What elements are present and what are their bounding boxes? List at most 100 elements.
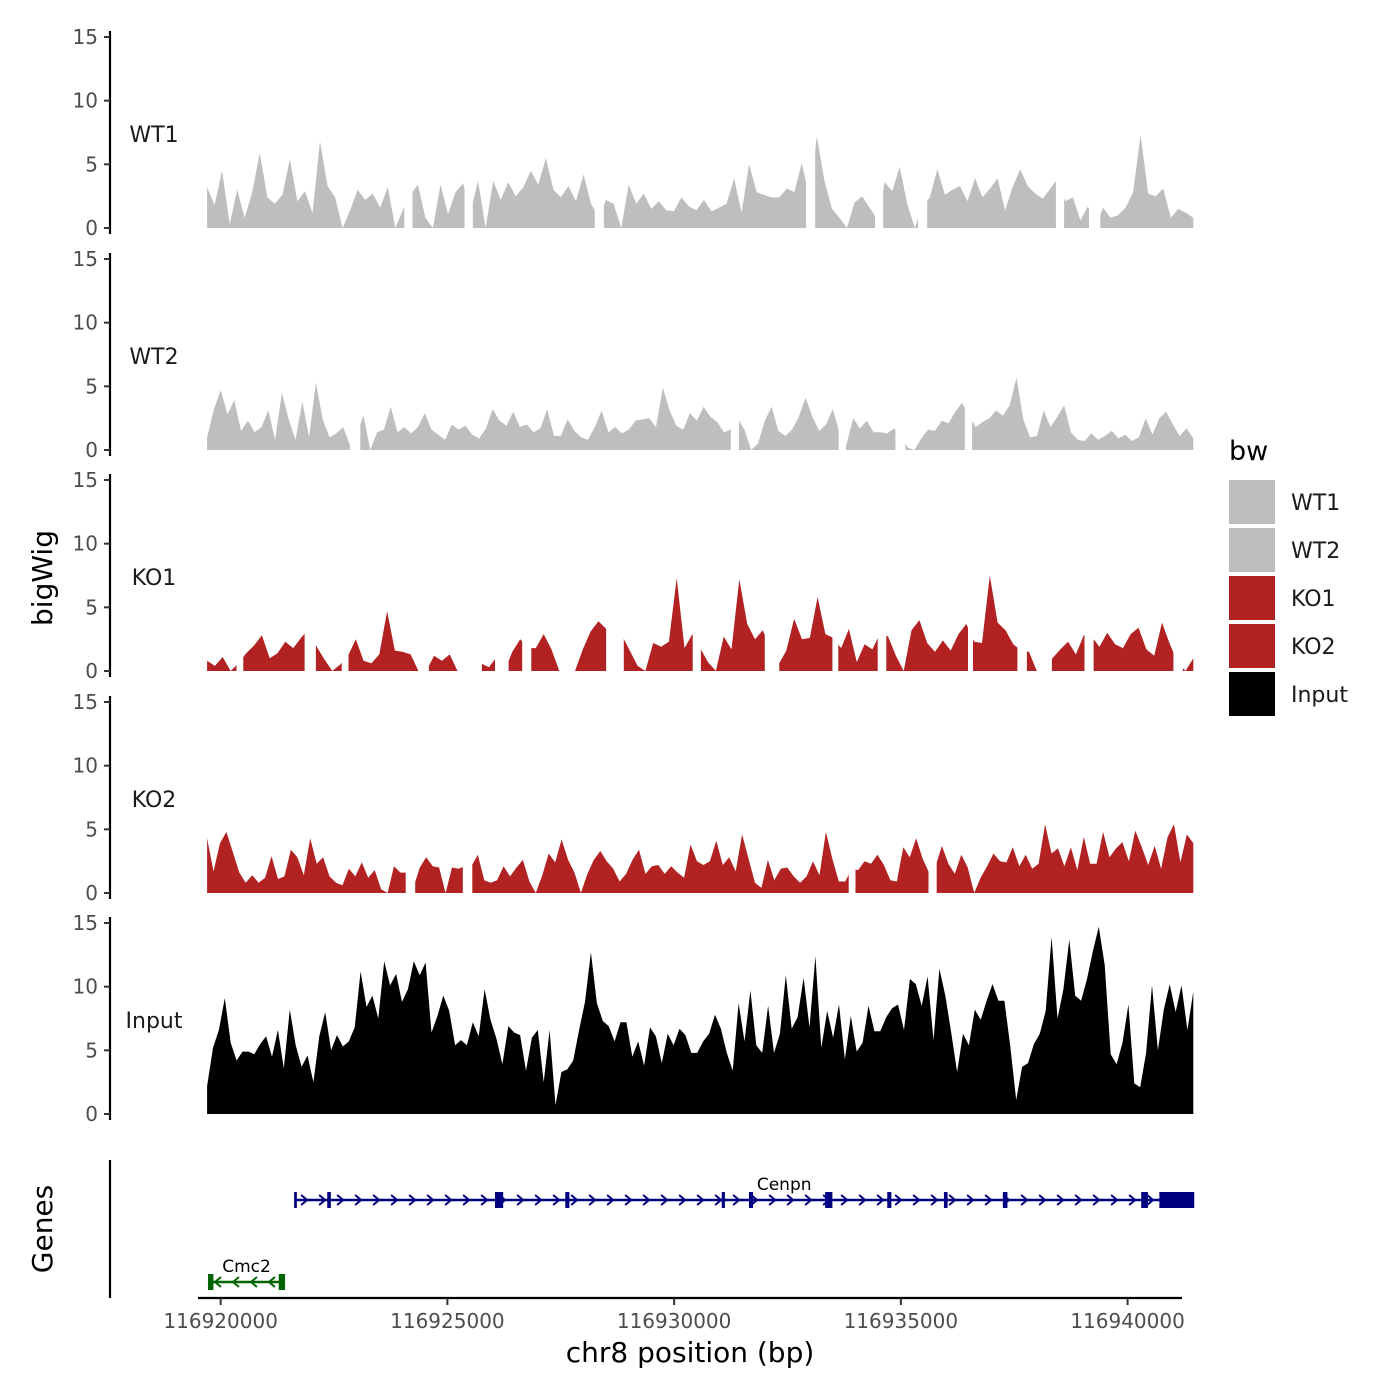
strand-chevron bbox=[1038, 1194, 1047, 1206]
signal-gap bbox=[349, 259, 361, 451]
gene-exon bbox=[1002, 1192, 1008, 1208]
strand-chevron bbox=[768, 1194, 777, 1206]
signal-area-ko1 bbox=[207, 575, 1194, 671]
strand-chevron bbox=[426, 1194, 435, 1206]
strand-chevron bbox=[624, 1194, 633, 1206]
gene-exon bbox=[1159, 1192, 1195, 1208]
signal-gap bbox=[304, 480, 316, 672]
strand-chevron bbox=[516, 1194, 525, 1206]
strand-chevron bbox=[696, 1194, 705, 1206]
strand-chevron bbox=[300, 1194, 309, 1206]
strand-chevron bbox=[267, 1276, 276, 1288]
legend-swatch-input bbox=[1229, 672, 1275, 716]
signal-gap bbox=[495, 480, 509, 672]
track-ko2: 0 5 10 15 KO2 bbox=[73, 690, 1194, 905]
signal-gap bbox=[692, 480, 701, 672]
gene-exon bbox=[565, 1192, 570, 1208]
gene-exon bbox=[943, 1192, 948, 1208]
signal-gap bbox=[1039, 480, 1052, 672]
strand-chevron bbox=[876, 1194, 885, 1206]
signal-gap bbox=[806, 37, 816, 229]
strand-chevron bbox=[231, 1276, 240, 1288]
strand-chevron bbox=[606, 1194, 615, 1206]
signal-gap bbox=[594, 37, 604, 229]
legend-label-wt2: WT2 bbox=[1291, 539, 1340, 564]
y-tick-label: 0 bbox=[85, 216, 98, 240]
strand-chevron bbox=[1110, 1194, 1119, 1206]
signal-gap bbox=[462, 702, 473, 894]
gene-exon bbox=[1141, 1192, 1148, 1208]
strand-chevron bbox=[1128, 1194, 1137, 1206]
signal-gap bbox=[405, 702, 416, 894]
strand-chevron bbox=[336, 1194, 345, 1206]
signal-gap bbox=[464, 37, 473, 229]
track-ko1: 0 5 10 15 KO1 bbox=[73, 468, 1194, 683]
track-label-input: Input bbox=[126, 1009, 183, 1034]
track-input: 0 5 10 15 Input bbox=[73, 911, 1194, 1126]
signal-gap bbox=[236, 480, 244, 672]
y-tick-label: 15 bbox=[73, 247, 98, 271]
x-tick-label: 116920000 bbox=[163, 1309, 278, 1333]
legend-swatch-wt1 bbox=[1229, 480, 1275, 524]
strand-chevron bbox=[894, 1194, 903, 1206]
strand-chevron bbox=[249, 1276, 258, 1288]
x-axis: 116920000 116925000 116930000 116935000 1169… bbox=[163, 1296, 1185, 1333]
strand-chevron bbox=[1146, 1194, 1155, 1206]
gene-exon bbox=[327, 1192, 331, 1208]
strand-chevron bbox=[804, 1194, 813, 1206]
signal-gap bbox=[968, 480, 973, 672]
strand-chevron bbox=[660, 1194, 669, 1206]
y-tick-label: 5 bbox=[85, 152, 98, 176]
track-wt1: 0 5 10 15 WT1 bbox=[73, 25, 1194, 240]
y-tick-label: 15 bbox=[73, 690, 98, 714]
strand-chevron bbox=[213, 1276, 222, 1288]
strand-chevron bbox=[480, 1194, 489, 1206]
gene-cenpn: Cenpn bbox=[294, 1175, 1195, 1208]
strand-chevron bbox=[552, 1194, 561, 1206]
gene-exon bbox=[825, 1192, 833, 1208]
strand-chevron bbox=[750, 1194, 759, 1206]
signal-area-wt2 bbox=[207, 377, 1194, 450]
strand-chevron bbox=[1092, 1194, 1101, 1206]
strand-chevron bbox=[534, 1194, 543, 1206]
y-tick-label: 5 bbox=[85, 595, 98, 619]
signal-gap bbox=[838, 259, 846, 451]
y-axis-title-genes: Genes bbox=[26, 1185, 59, 1273]
y-tick-label: 0 bbox=[85, 438, 98, 462]
x-tick-label: 116930000 bbox=[617, 1309, 732, 1333]
signal-gap bbox=[848, 702, 856, 894]
legend-swatch-ko2 bbox=[1229, 624, 1275, 668]
strand-chevron bbox=[444, 1194, 453, 1206]
x-tick-label: 116940000 bbox=[1070, 1309, 1185, 1333]
gene-exon bbox=[278, 1274, 286, 1290]
signal-area-ko2 bbox=[207, 824, 1194, 893]
signal-gap bbox=[1055, 37, 1065, 229]
legend-swatch-wt2 bbox=[1229, 528, 1275, 572]
strand-chevron bbox=[1020, 1194, 1029, 1206]
strand-chevron bbox=[318, 1194, 327, 1206]
signal-gap bbox=[832, 480, 839, 672]
signal-gap bbox=[522, 480, 532, 672]
signal-gap bbox=[458, 480, 482, 672]
gene-exon bbox=[721, 1192, 725, 1208]
strand-chevron bbox=[570, 1194, 579, 1206]
signal-gap bbox=[606, 480, 624, 672]
strand-chevron bbox=[462, 1194, 471, 1206]
gene-exon bbox=[495, 1192, 504, 1208]
strand-chevron bbox=[1074, 1194, 1083, 1206]
signal-gap bbox=[1173, 480, 1183, 672]
y-tick-label: 5 bbox=[85, 1038, 98, 1062]
legend-label-input: Input bbox=[1291, 683, 1348, 708]
strand-chevron bbox=[642, 1194, 651, 1206]
gene-panel: Cenpn Cmc2 bbox=[108, 1160, 1195, 1298]
signal-area-input bbox=[207, 926, 1194, 1114]
y-tick-label: 10 bbox=[73, 754, 98, 778]
legend-swatch-ko1 bbox=[1229, 576, 1275, 620]
signal-gap bbox=[877, 480, 887, 672]
y-tick-label: 5 bbox=[85, 374, 98, 398]
y-tick-label: 10 bbox=[73, 311, 98, 335]
signal-gap bbox=[404, 37, 413, 229]
gene-exon bbox=[207, 1274, 214, 1290]
y-tick-label: 10 bbox=[73, 532, 98, 556]
